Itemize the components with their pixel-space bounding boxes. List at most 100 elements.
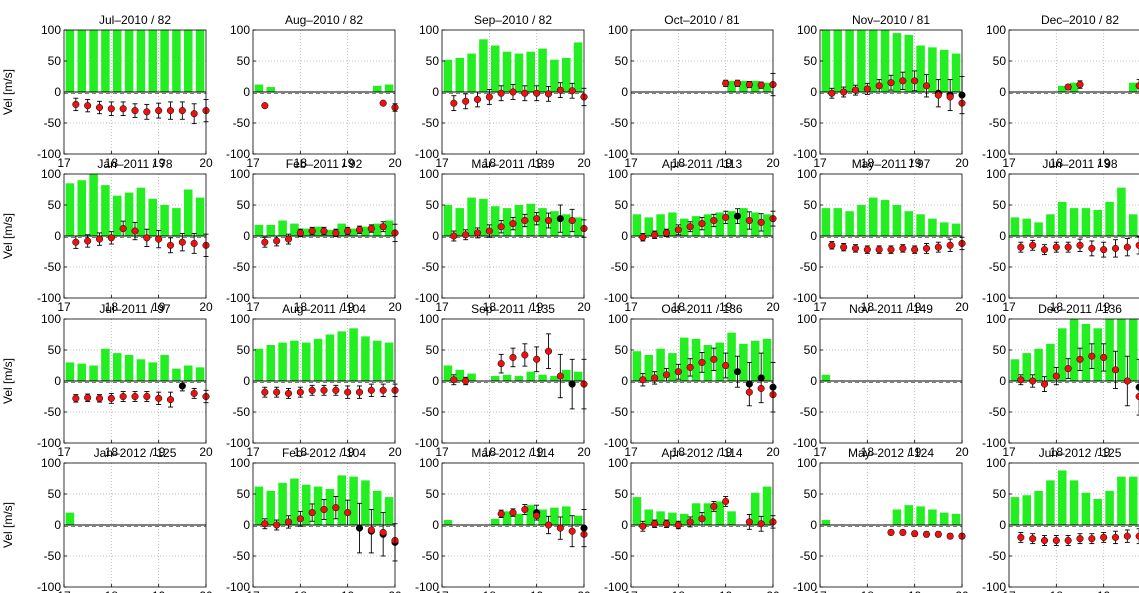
bar — [455, 57, 465, 92]
bar — [1057, 470, 1067, 525]
data-point — [273, 388, 281, 396]
bar — [715, 212, 725, 236]
data-point — [178, 382, 186, 390]
bar — [384, 497, 394, 525]
y-axis-label: Vel [m/s] — [1, 213, 15, 259]
bar — [195, 197, 205, 236]
bar — [254, 84, 264, 92]
x-tick-label: 20 — [199, 445, 213, 459]
bar — [703, 503, 713, 525]
bar — [821, 520, 831, 525]
bar — [160, 205, 169, 236]
data-point — [521, 216, 529, 225]
bar — [880, 200, 890, 236]
data-point — [1040, 246, 1049, 254]
x-tick-label: 20 — [388, 156, 402, 170]
y-tick-label: 100 — [608, 23, 628, 37]
data-point — [899, 528, 907, 536]
subplot-title: May–2012 / 124 — [848, 446, 934, 460]
subplot: 17 18 19 20 -100 -50 0 50 100 Jul–2011 / 97 Vel [m… — [1, 302, 213, 459]
data-point — [533, 512, 541, 520]
bar — [679, 218, 689, 236]
bar — [1046, 214, 1055, 236]
data-point — [568, 87, 576, 95]
bar — [1117, 187, 1126, 236]
data-point — [1100, 246, 1108, 254]
data-point — [1088, 244, 1096, 252]
x-tick-label: 17 — [624, 589, 638, 593]
data-point — [72, 238, 80, 246]
bar — [490, 518, 500, 525]
bar — [762, 82, 772, 92]
subplot: 17 18 19 20 -100 -50 0 50 100 May–2011 / 97 — [793, 157, 969, 314]
subplot-title: Jan–2012 / 125 — [94, 446, 177, 460]
data-point — [1040, 380, 1049, 388]
data-point — [533, 215, 541, 223]
bar — [313, 486, 323, 525]
data-point — [698, 220, 706, 228]
bar — [361, 226, 370, 236]
x-tick-label: 19 — [341, 156, 355, 170]
bar — [727, 80, 736, 92]
data-point — [533, 89, 541, 97]
bar — [514, 513, 524, 525]
y-tick-label: -50 — [44, 116, 62, 130]
data-point — [379, 223, 387, 231]
y-tick-label: -50 — [611, 405, 629, 419]
subplot: 17 18 19 20 -100 -50 0 50 100 Sep–2011 / 135 — [415, 302, 591, 459]
bar — [325, 334, 335, 381]
y-tick-label: -100 — [982, 436, 1006, 450]
bar — [384, 342, 394, 381]
data-point — [922, 82, 931, 90]
y-tick-label: 50 — [993, 54, 1007, 68]
data-point — [934, 91, 942, 99]
x-tick-label: 19 — [908, 300, 922, 314]
y-tick-label: 50 — [615, 487, 629, 501]
bar — [727, 511, 736, 525]
data-point — [119, 105, 127, 113]
subplot: 17 18 19 20 -100 -50 0 50 100 Nov–2011 / 149 — [793, 302, 969, 459]
y-tick-label: -100 — [604, 147, 628, 161]
bar — [490, 376, 500, 381]
bar — [502, 374, 512, 381]
data-point — [1076, 81, 1084, 89]
y-tick-label: 0 — [621, 85, 628, 99]
data-point — [473, 229, 482, 237]
bar — [290, 478, 299, 525]
y-tick-label: 50 — [237, 487, 251, 501]
data-point — [72, 394, 80, 402]
data-point — [710, 216, 718, 225]
data-point — [1135, 82, 1139, 90]
x-tick-label: 18 — [483, 445, 497, 459]
subplot: 17 18 19 20 -100 -50 0 50 100 Feb–2011 / 92 — [226, 157, 402, 314]
bar — [1128, 319, 1138, 381]
x-tick-label: 17 — [57, 300, 71, 314]
bar — [928, 47, 937, 92]
bar — [857, 205, 866, 236]
y-tick-label: -100 — [982, 147, 1006, 161]
data-point — [1111, 244, 1120, 252]
data-point — [745, 518, 753, 526]
data-point — [840, 243, 848, 251]
x-tick-label: 20 — [199, 300, 213, 314]
data-point — [651, 231, 659, 239]
data-point — [344, 388, 352, 396]
subplot-title: Jul–2010 / 82 — [99, 13, 171, 27]
data-point — [119, 392, 127, 401]
bar — [136, 30, 146, 92]
x-tick-label: 18 — [672, 156, 686, 170]
bar — [1081, 492, 1091, 525]
x-tick-label: 18 — [294, 300, 308, 314]
bar — [644, 217, 654, 236]
y-tick-label: 0 — [621, 518, 628, 532]
data-point — [155, 394, 163, 402]
bar — [892, 33, 902, 92]
data-point — [757, 520, 765, 528]
bar — [668, 212, 677, 236]
bar — [183, 189, 193, 236]
data-point — [710, 502, 718, 510]
bar — [1034, 222, 1043, 236]
x-tick-label: 17 — [57, 589, 71, 593]
